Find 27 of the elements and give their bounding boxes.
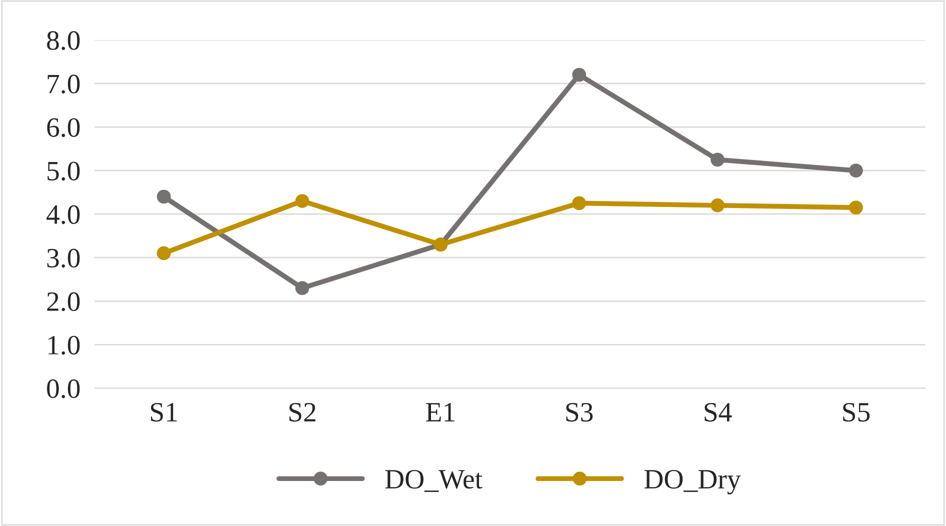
y-tick-label: 3.0 bbox=[47, 248, 80, 268]
point bbox=[849, 164, 863, 178]
point bbox=[710, 198, 724, 212]
point bbox=[156, 246, 171, 260]
y-tick-label: 7.0 bbox=[48, 74, 80, 94]
y-tick-label: 5.0 bbox=[48, 162, 80, 181]
y-tick-label: 4.0 bbox=[46, 205, 80, 224]
point bbox=[295, 281, 310, 296]
y-tick-label: 6.0 bbox=[47, 118, 80, 138]
point bbox=[156, 190, 171, 204]
point bbox=[710, 152, 724, 167]
y-tick-label: 1.0 bbox=[48, 336, 80, 355]
point bbox=[295, 194, 310, 208]
x-tick-label: S5 bbox=[843, 402, 870, 422]
y-tick-label: 0.0 bbox=[47, 379, 80, 398]
point bbox=[849, 200, 863, 214]
x-tick-label: E1 bbox=[426, 403, 454, 422]
legend-label: DO_Wet bbox=[385, 470, 482, 492]
x-tick-label: S2 bbox=[289, 402, 316, 422]
point bbox=[572, 196, 586, 210]
legend-label: DO_Dry bbox=[644, 470, 741, 494]
x-tick-label: S4 bbox=[704, 402, 732, 422]
y-tick-label: 8.0 bbox=[47, 31, 80, 50]
x-tick-label: S1 bbox=[151, 402, 177, 422]
x-tick-label: S3 bbox=[566, 402, 593, 422]
y-tick-label: 2.0 bbox=[47, 292, 80, 312]
point bbox=[572, 68, 586, 82]
